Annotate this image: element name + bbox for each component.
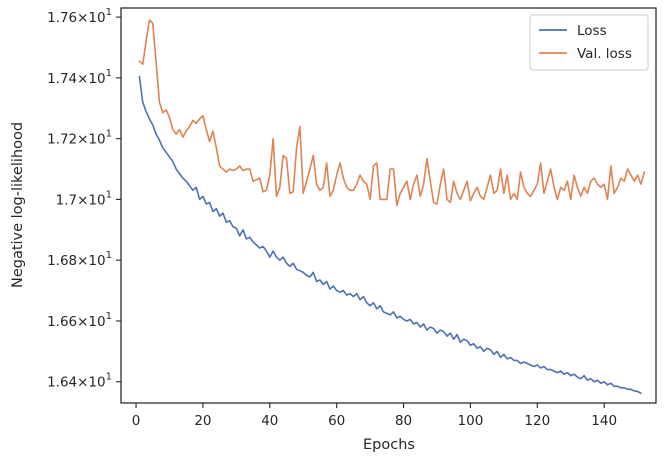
series-layer	[138, 19, 646, 395]
x-axis-label: Epochs	[363, 437, 415, 453]
y-axis-label: Negative log-likelihood	[10, 122, 26, 288]
x-tick-label: 80	[395, 413, 412, 429]
x-tick-label: 120	[524, 413, 550, 429]
series-line-1	[138, 19, 646, 207]
y-tick-label: 1.66×101	[47, 311, 112, 330]
y-tick-label: 1.72×101	[47, 129, 112, 148]
x-tick-label: 20	[194, 413, 211, 429]
x-tick-label: 100	[458, 413, 484, 429]
x-tick-label: 40	[261, 413, 278, 429]
y-tick-label: 1.76×101	[47, 7, 112, 26]
plot-frame	[120, 7, 657, 404]
legend-box	[529, 14, 649, 71]
legend-label-0: Loss	[577, 23, 607, 39]
y-tick-label: 1.68×101	[47, 250, 112, 269]
y-tick-label: 1.64×101	[47, 372, 112, 391]
y-tick-label: 1.7×101	[56, 189, 112, 208]
y-axis-ticks: 1.64×101 1.66×101 1.68×101 1.7×101 1.72×101 1…	[47, 7, 121, 391]
x-tick-label: 140	[591, 413, 617, 429]
y-tick-label: 1.74×101	[47, 68, 112, 87]
legend: Loss Val. loss	[529, 14, 649, 71]
legend-label-1: Val. loss	[577, 46, 632, 62]
x-tick-label: 60	[328, 413, 345, 429]
series-line-0	[138, 75, 642, 395]
x-axis-ticks: 0 20 40 60 80 100 120 140	[132, 403, 617, 429]
x-tick-label: 0	[132, 413, 141, 429]
